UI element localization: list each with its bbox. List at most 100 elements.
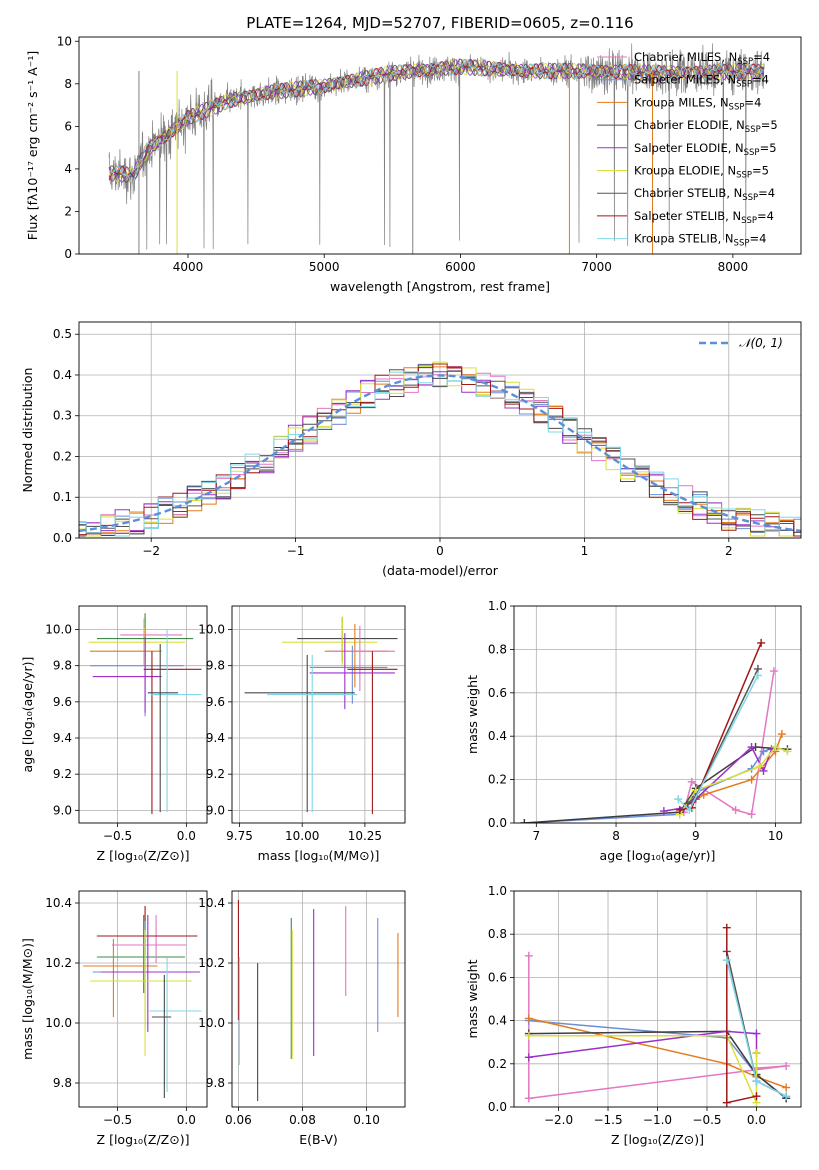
- errorbar-point: [147, 643, 179, 813]
- tick-label-y: 2: [64, 204, 72, 218]
- ticks: 4000 5000 6000 7000 8000 0 2 4 6 8 10: [57, 34, 748, 274]
- x-axis-label: (data-model)/error: [382, 563, 499, 578]
- weight-marker: [524, 1031, 533, 1040]
- weight-marker: [755, 762, 764, 771]
- plot-area: [108, 43, 765, 254]
- weight-marker: [752, 1077, 761, 1086]
- tick-label-x: 8: [612, 829, 620, 843]
- weight-marker: [524, 1094, 533, 1103]
- weight-marker: [769, 667, 778, 676]
- axes-frame: [513, 605, 802, 824]
- panel-weight-vs-age: 7 8 9 10 0.0 0.2 0.4 0.6 0.8 1.0 age [log₁₀(age/yr…: [465, 599, 802, 863]
- weight-marker: [685, 805, 694, 814]
- errorbar-point: [329, 625, 395, 691]
- weight-marker: [659, 807, 668, 816]
- weight-series: [674, 671, 762, 814]
- tick-label-y: 10.4: [198, 896, 225, 910]
- weight-series: [675, 638, 766, 814]
- weight-marker: [782, 1061, 791, 1070]
- x-axis-label: mass [log₁₀(M/M⊙)]: [258, 848, 380, 863]
- tick-label-y: 10.0: [198, 1016, 225, 1030]
- errorbar-point: [96, 915, 185, 993]
- legend-entry-label: Salpeter ELODIE, N: [634, 141, 744, 155]
- legend-entry-suffix: =4: [752, 73, 769, 87]
- plot-area: [88, 613, 202, 814]
- tick-label-y: 0: [64, 247, 72, 261]
- errorbar-point: [282, 616, 378, 666]
- model-spectrum-line: [109, 58, 764, 184]
- tick-label-y: 1.0: [488, 599, 507, 613]
- histogram-step: [79, 361, 801, 537]
- weight-series: [675, 743, 792, 819]
- plot-area: [524, 923, 791, 1107]
- x-axis-label: E(B-V): [299, 1132, 338, 1147]
- legend-entry-label: Chabrier MILES, N: [634, 50, 737, 64]
- weight-marker: [722, 1098, 731, 1107]
- x-axis-label: Z [log₁₀(Z/Z⊙)]: [611, 1132, 704, 1147]
- tick-label-y: 9.2: [206, 767, 225, 781]
- tick-label-x: −0.5: [692, 1113, 721, 1127]
- panel-weight-vs-Z: −2.0 −1.5 −1.0 −0.5 0.0 0.0 0.2 0.4 0.6 0.8 1.0 Z […: [465, 884, 802, 1147]
- y-axis-label: age [log₁₀(age/yr)]: [20, 657, 35, 773]
- weight-marker: [752, 1092, 761, 1101]
- tick-label-y: 9.8: [206, 659, 225, 673]
- weight-marker: [752, 1029, 761, 1038]
- ticks: 0.06 0.08 0.10 9.8 10.0 10.2 10.4: [198, 896, 380, 1127]
- errorbar-point: [88, 618, 185, 666]
- panel-residuals: −2 −1 0 1 2 0.0 0.1 0.2 0.3 0.4 0.5 (data-model)/er…: [20, 321, 802, 578]
- tick-label-x: −1.5: [593, 1113, 622, 1127]
- legend-entry: Salpeter STELIB, NSSP=4: [634, 209, 774, 226]
- legend-entry-sub: SSP: [742, 193, 758, 203]
- tick-label-x: 8000: [718, 260, 749, 274]
- histogram-step: [79, 366, 801, 537]
- legend-entry: Salpeter ELODIE, NSSP=5: [634, 141, 777, 158]
- weight-marker: [759, 766, 768, 775]
- errorbar-point: [112, 915, 187, 963]
- tick-label-y: 0.6: [488, 686, 507, 700]
- y-axis-label: Flux [fλ10⁻¹⁷ erg cm⁻² s⁻¹ A⁻¹]: [25, 51, 40, 240]
- tick-label-y: 9.4: [206, 731, 225, 745]
- legend-entry-sub: SSP: [736, 80, 752, 90]
- tick-label-x: −0.5: [103, 1113, 132, 1127]
- tick-label-y: 9.6: [206, 695, 225, 709]
- plot-area: [244, 616, 398, 814]
- axes-frame: [78, 605, 208, 824]
- x-axis-label: age [log₁₀(age/yr)]: [600, 848, 716, 863]
- weight-marker: [771, 743, 780, 752]
- legend-entry: Chabrier MILES, NSSP=4: [634, 50, 770, 67]
- tick-label-y: 9.0: [206, 803, 225, 817]
- errorbar-point: [244, 654, 355, 813]
- histogram-step: [79, 370, 801, 537]
- x-axis-label: wavelength [Angstrom, rest frame]: [330, 279, 550, 294]
- y-axis-label: mass weight: [465, 959, 480, 1038]
- legend-entry-suffix: =5: [761, 118, 778, 132]
- axes-frame: [78, 321, 802, 539]
- legend-entry-label: Salpeter STELIB, N: [634, 209, 741, 223]
- tick-label-y: 0.1: [53, 490, 72, 504]
- weight-marker: [783, 747, 792, 756]
- tick-label-y: 0.2: [53, 449, 72, 463]
- ticks: 9.75 10.00 10.25 9.0 9.2 9.4 9.6 9.8 10.0: [198, 623, 382, 843]
- errorbar-point: [149, 957, 202, 1092]
- weight-marker: [722, 956, 731, 965]
- weight-marker: [520, 819, 529, 823]
- tick-label-x: 0.06: [225, 1113, 252, 1127]
- weight-marker: [674, 795, 683, 804]
- tick-label-x: 4000: [173, 260, 204, 274]
- tick-label-x: −1: [287, 544, 305, 558]
- legend-entry-suffix: =4: [744, 95, 761, 109]
- weight-line: [528, 1030, 787, 1099]
- legend-entry-suffix: =4: [758, 186, 775, 200]
- tick-label-y: 10.4: [45, 896, 72, 910]
- tick-label-x: −0.5: [103, 829, 132, 843]
- errorbar-point: [90, 930, 192, 1056]
- axes-frame: [78, 36, 802, 255]
- legend: 𝒩(0, 1): [699, 336, 783, 350]
- weight-marker: [753, 671, 762, 680]
- figure-title: PLATE=1264, MJD=52707, FIBERID=0605, z=0…: [246, 14, 633, 32]
- weight-marker: [757, 638, 766, 647]
- legend-entry-sub: SSP: [737, 57, 753, 67]
- tick-label-x: 0.0: [177, 829, 196, 843]
- legend-entry-sub: SSP: [734, 239, 750, 249]
